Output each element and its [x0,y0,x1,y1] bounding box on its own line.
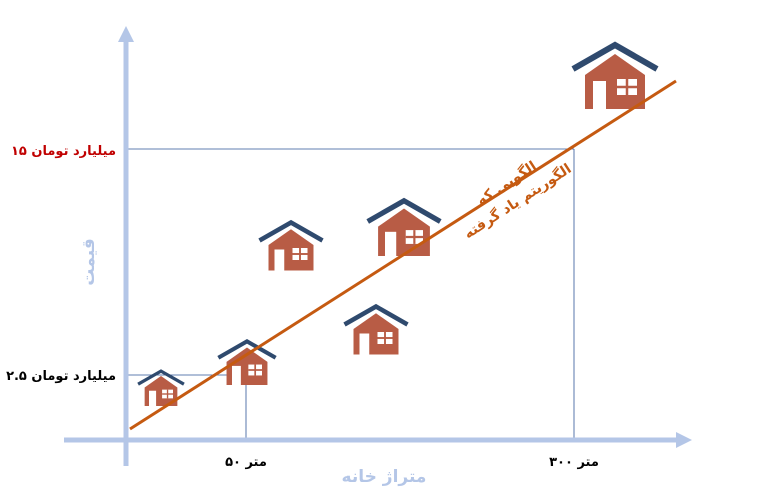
house-roof [343,303,409,327]
house-door [385,231,397,256]
house-roof [366,197,442,224]
y-tick-low: ۲.۵ میلیارد تومان [6,369,116,384]
house-roof [137,369,185,386]
house-icon [217,339,277,385]
house-icon [343,303,409,355]
house-icon [366,197,442,256]
y-axis-arrow-icon [118,26,134,42]
x-axis-label: متراژ خانه [342,467,427,487]
house-icon [258,219,324,271]
x-axis-arrow-icon [676,432,692,448]
house-door [359,333,370,355]
house-roof [258,219,324,243]
houses-group [137,41,659,406]
x-tick-high: ۳۰۰ متر [549,455,599,470]
house-icon [137,369,185,406]
y-tick-high: ۱۵ میلیارد تومان [11,144,116,159]
house-roof [217,339,277,360]
y-axis-label: قیمت [79,238,99,285]
house-door [274,249,285,271]
house-roof [571,41,659,72]
trend-line [129,79,677,431]
house-icon [571,41,659,109]
house-door [232,365,241,385]
house-door [149,390,157,406]
x-tick-low: ۵۰ متر [225,455,267,470]
house-door [593,81,606,109]
